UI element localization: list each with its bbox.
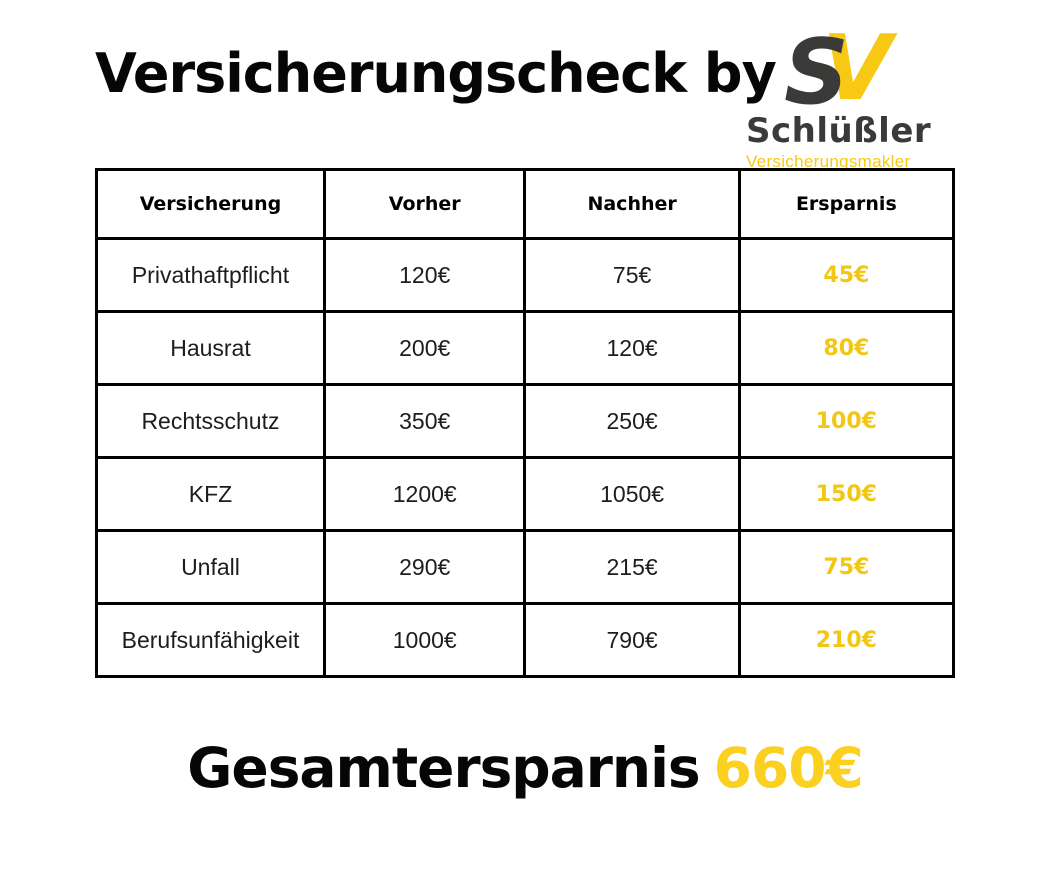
brand-logo: V S Schlüßler Versicherungsmakler <box>738 24 956 172</box>
cell-versicherung: Hausrat <box>95 310 326 386</box>
table-row: Privathaftpflicht 120€ 75€ 45€ <box>95 237 956 313</box>
brand-name: Schlüßler <box>746 111 932 151</box>
cell-versicherung: Rechtsschutz <box>95 383 326 459</box>
total-savings-value: 660€ <box>713 736 864 800</box>
brand-tagline: Versicherungsmakler <box>746 151 911 171</box>
column-header-vorher: Vorher <box>322 168 527 240</box>
cell-ersparnis: 100€ <box>737 383 956 459</box>
cell-ersparnis: 80€ <box>737 310 956 386</box>
cell-versicherung: KFZ <box>95 456 326 532</box>
cell-nachher: 75€ <box>523 237 741 313</box>
cell-vorher: 350€ <box>322 383 527 459</box>
sv-logo-icon: V S <box>738 24 956 118</box>
column-header-ersparnis: Ersparnis <box>737 168 956 240</box>
table-row: Hausrat 200€ 120€ 80€ <box>95 310 956 386</box>
cell-vorher: 1000€ <box>322 602 527 678</box>
cell-ersparnis: 75€ <box>737 529 956 605</box>
page-title: Versicherungscheck by <box>95 42 777 105</box>
logo-letter-v-icon: V <box>822 16 892 121</box>
table-row: Rechtsschutz 350€ 250€ 100€ <box>95 383 956 459</box>
cell-nachher: 1050€ <box>523 456 741 532</box>
cell-ersparnis: 210€ <box>737 602 956 678</box>
total-savings-label: Gesamtersparnis <box>187 736 700 800</box>
cell-versicherung: Privathaftpflicht <box>95 237 326 313</box>
cell-vorher: 1200€ <box>322 456 527 532</box>
cell-versicherung: Unfall <box>95 529 326 605</box>
cell-nachher: 120€ <box>523 310 741 386</box>
cell-ersparnis: 150€ <box>737 456 956 532</box>
cell-ersparnis: 45€ <box>737 237 956 313</box>
column-header-nachher: Nachher <box>523 168 741 240</box>
insurance-comparison-table: Versicherung Vorher Nachher Ersparnis Pr… <box>95 168 956 678</box>
cell-vorher: 200€ <box>322 310 527 386</box>
cell-vorher: 290€ <box>322 529 527 605</box>
cell-vorher: 120€ <box>322 237 527 313</box>
cell-nachher: 250€ <box>523 383 741 459</box>
cell-nachher: 790€ <box>523 602 741 678</box>
cell-nachher: 215€ <box>523 529 741 605</box>
cell-versicherung: Berufsunfähigkeit <box>95 602 326 678</box>
total-savings-line: Gesamtersparnis 660€ <box>0 736 1050 800</box>
table-row: KFZ 1200€ 1050€ 150€ <box>95 456 956 532</box>
table-header-row: Versicherung Vorher Nachher Ersparnis <box>95 168 956 240</box>
column-header-versicherung: Versicherung <box>95 168 326 240</box>
table-row: Unfall 290€ 215€ 75€ <box>95 529 956 605</box>
logo-letter-s-icon: S <box>784 20 849 125</box>
table-row: Berufsunfähigkeit 1000€ 790€ 210€ <box>95 602 956 678</box>
